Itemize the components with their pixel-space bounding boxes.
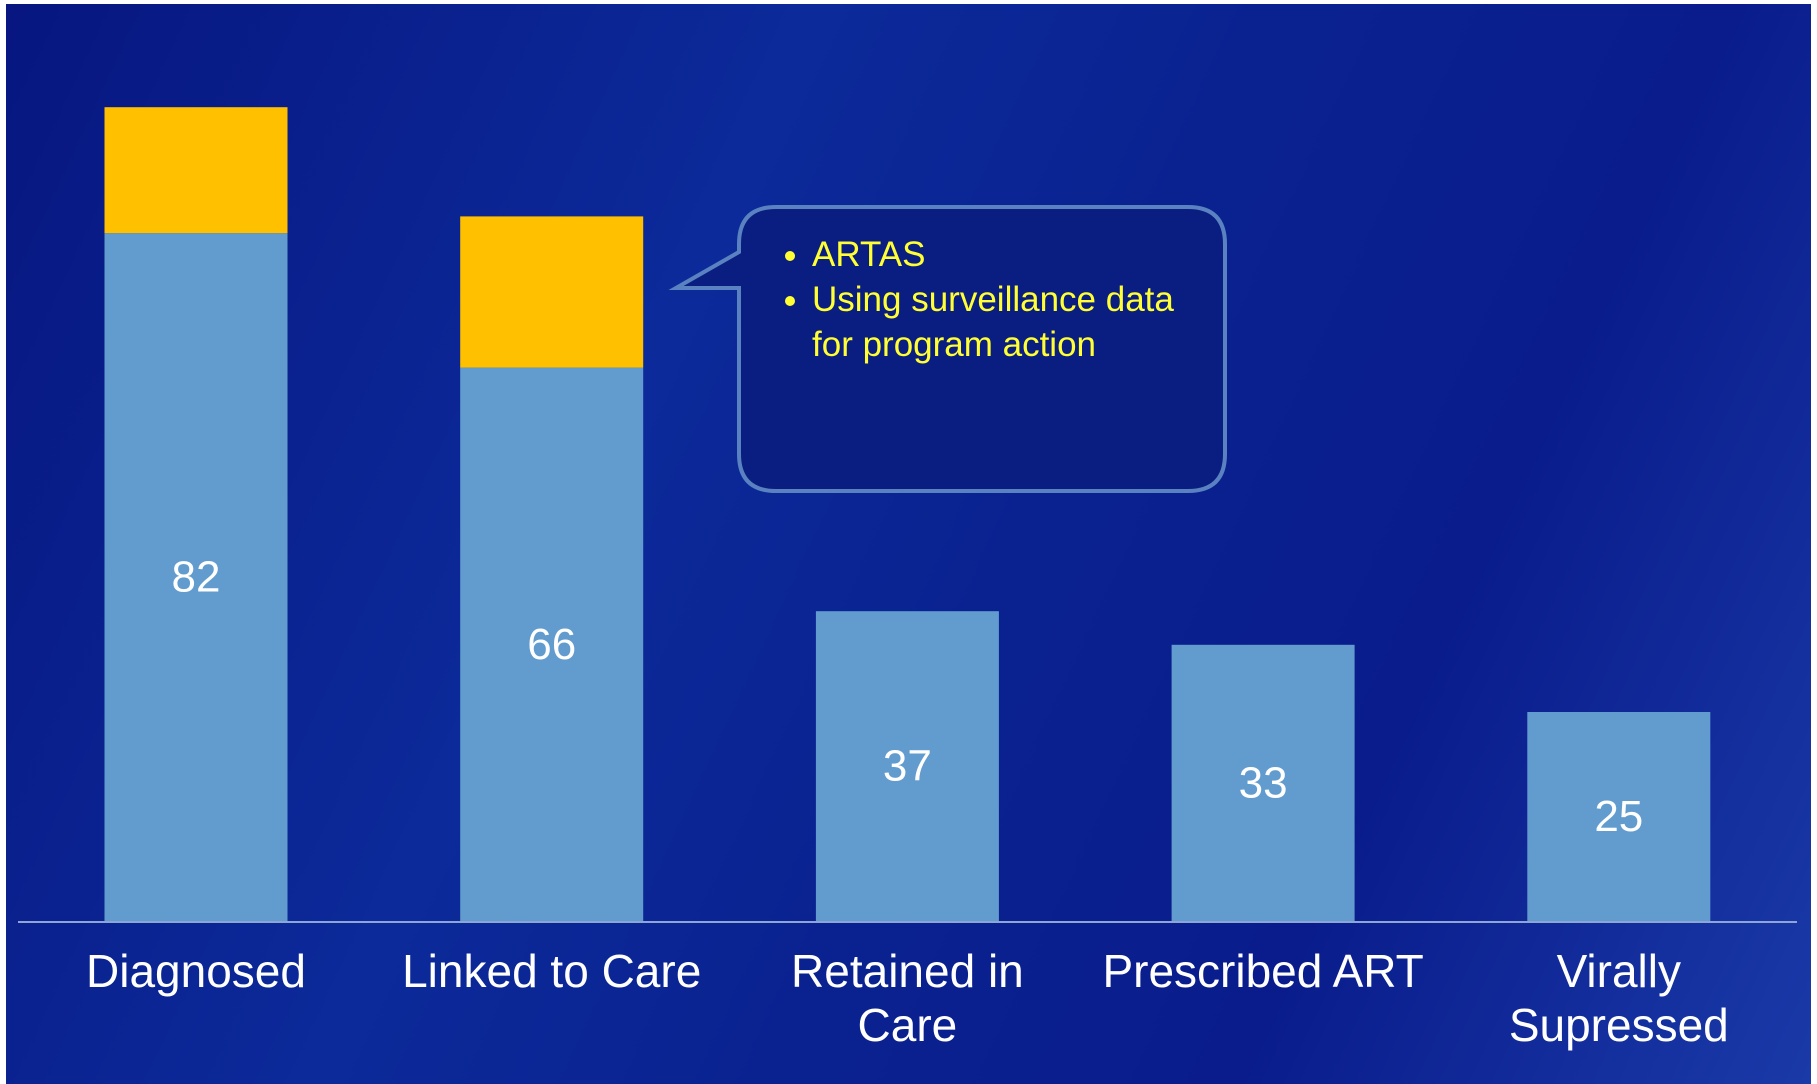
bar-segment xyxy=(460,367,644,923)
slide: 82 66 37 33 25 ARTASUsing surveillance data … xyxy=(6,4,1811,1084)
callout-item: ARTAS xyxy=(812,232,1176,277)
data-label: 25 xyxy=(1594,792,1643,841)
data-label: 66 xyxy=(527,620,576,669)
chart: 82 66 37 33 25 xyxy=(18,107,1797,923)
x-tick-label: Virally Supressed xyxy=(1508,945,1729,1051)
callout-bubble xyxy=(668,205,1227,493)
data-label: 82 xyxy=(172,553,221,602)
bar-segment xyxy=(104,107,288,234)
callout-item: Using surveillance data for program acti… xyxy=(812,277,1176,367)
x-tick-label: Linked to Care xyxy=(402,945,702,997)
x-tick-label: Prescribed ART xyxy=(1102,945,1424,997)
data-label: 33 xyxy=(1239,758,1288,807)
callout: ARTASUsing surveillance data for program… xyxy=(776,232,1176,367)
bar-segment xyxy=(815,611,999,922)
callout-list: ARTASUsing surveillance data for program… xyxy=(776,232,1176,367)
data-label: 37 xyxy=(883,742,932,791)
bar-segment xyxy=(104,233,288,922)
x-tick-label: Retained in Care xyxy=(791,945,1024,1051)
bar-segment xyxy=(460,216,644,368)
bar-segment xyxy=(1527,712,1711,922)
x-tick-label: Diagnosed xyxy=(86,945,306,997)
bar-segment xyxy=(1171,644,1355,922)
